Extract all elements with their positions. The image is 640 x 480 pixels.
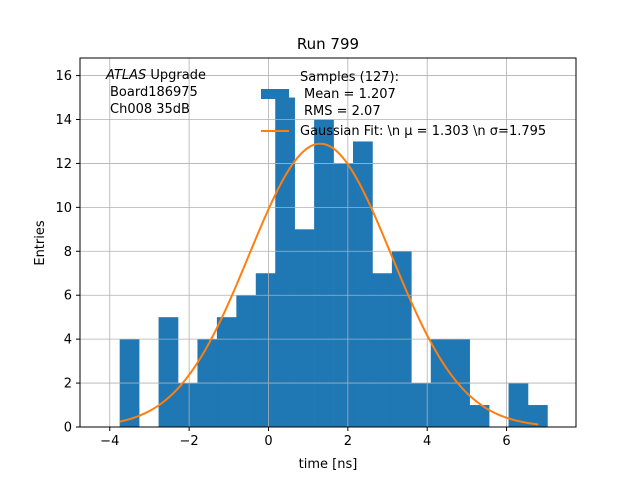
x-tick-label: 4 (423, 434, 431, 449)
histogram-bar (508, 383, 529, 427)
legend-patch-samples (261, 89, 289, 99)
x-axis-label: time [ns] (299, 457, 358, 472)
info-line-2: Board186975 (110, 85, 198, 100)
y-tick-label: 2 (64, 377, 72, 392)
chart-legend: Samples (127): Mean = 1.207 RMS = 2.07 Gaus… (261, 70, 546, 139)
y-tick-label: 0 (64, 421, 72, 436)
histogram-bar (314, 119, 334, 427)
x-axis-ticks: −4 −2 0 2 4 6 (100, 427, 511, 449)
histogram-bars (119, 97, 548, 428)
histogram-bar (469, 405, 490, 427)
histogram-bar (275, 97, 295, 428)
histogram-bar (294, 229, 315, 427)
x-tick-label: 2 (344, 434, 352, 449)
y-tick-label: 4 (64, 333, 72, 348)
histogram-bar (352, 141, 373, 427)
axes-frame (79, 57, 577, 428)
histogram-bar (178, 383, 198, 427)
legend-label-samples: RMS = 2.07 (304, 104, 381, 119)
y-axis-label: Entries (33, 220, 48, 266)
y-tick-label: 6 (64, 289, 72, 304)
y-tick-label: 8 (64, 245, 72, 260)
chart-title: Run 799 (297, 35, 359, 53)
y-tick-label: 14 (55, 113, 72, 128)
histogram-bar (527, 405, 548, 427)
y-tick-label: 12 (55, 157, 72, 172)
legend-label-samples: Mean = 1.207 (304, 87, 396, 102)
histogram-bar (372, 273, 393, 427)
histogram-bar (216, 317, 237, 427)
x-tick-label: −2 (180, 434, 199, 449)
info-line-3: Ch008 35dB (110, 102, 190, 117)
gaussian-fit-curve (119, 142, 539, 426)
legend-label-fit: Gaussian Fit: \n μ = 1.303 \n σ=1.795 (300, 124, 546, 139)
grid-lines (80, 58, 576, 428)
y-tick-label: 16 (55, 69, 72, 84)
x-tick-label: 0 (264, 434, 272, 449)
x-tick-label: −4 (100, 434, 119, 449)
y-tick-label: 10 (55, 201, 72, 216)
histogram-bar (255, 273, 276, 427)
histogram-bar (411, 383, 432, 427)
y-axis-ticks: 0 2 4 6 8 10 12 14 16 (55, 69, 80, 436)
histogram-bar (236, 295, 257, 427)
histogram-bar (158, 317, 179, 427)
legend-label-samples: Samples (127): (300, 70, 399, 85)
x-tick-label: 6 (502, 434, 510, 449)
info-line-1: ATLAS Upgrade (105, 68, 206, 83)
atlas-info-text: ATLAS Upgrade Board186975 Ch008 35dB (105, 68, 206, 117)
